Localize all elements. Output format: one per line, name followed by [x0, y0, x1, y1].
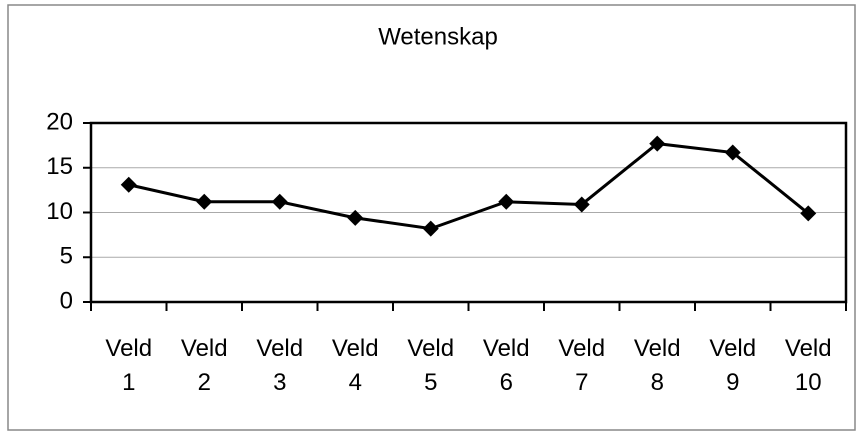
y-tick-label: 0 [60, 287, 73, 314]
x-tick-label: Veld 4 [332, 335, 379, 396]
x-tick-label: Veld 9 [709, 335, 756, 396]
data-point [196, 193, 213, 210]
chart-title: Wetenskap [378, 23, 498, 50]
x-tick-label: Veld 7 [558, 335, 605, 396]
y-tick-label: 10 [46, 198, 73, 225]
data-point [347, 209, 364, 226]
x-tick-label: Veld 10 [785, 335, 832, 396]
data-point [724, 144, 741, 161]
data-point [573, 196, 590, 213]
chart-frame [7, 4, 856, 431]
x-tick-label: Veld 6 [483, 335, 530, 396]
data-point [498, 193, 515, 210]
x-tick-label: Veld 2 [181, 335, 228, 396]
y-tick-label: 20 [46, 108, 73, 135]
series-line [128, 142, 810, 231]
y-tick-label: 15 [46, 153, 73, 180]
data-point [422, 220, 439, 237]
x-tick-label: Veld 1 [105, 335, 152, 396]
data-point [271, 193, 288, 210]
data-point [649, 135, 666, 152]
data-point [120, 176, 137, 193]
data-point [800, 205, 817, 222]
x-tick-label: Veld 3 [256, 335, 303, 396]
x-tick-label: Veld 8 [634, 335, 681, 396]
y-tick-label: 5 [60, 243, 73, 270]
x-tick-label: Veld 5 [407, 335, 454, 396]
